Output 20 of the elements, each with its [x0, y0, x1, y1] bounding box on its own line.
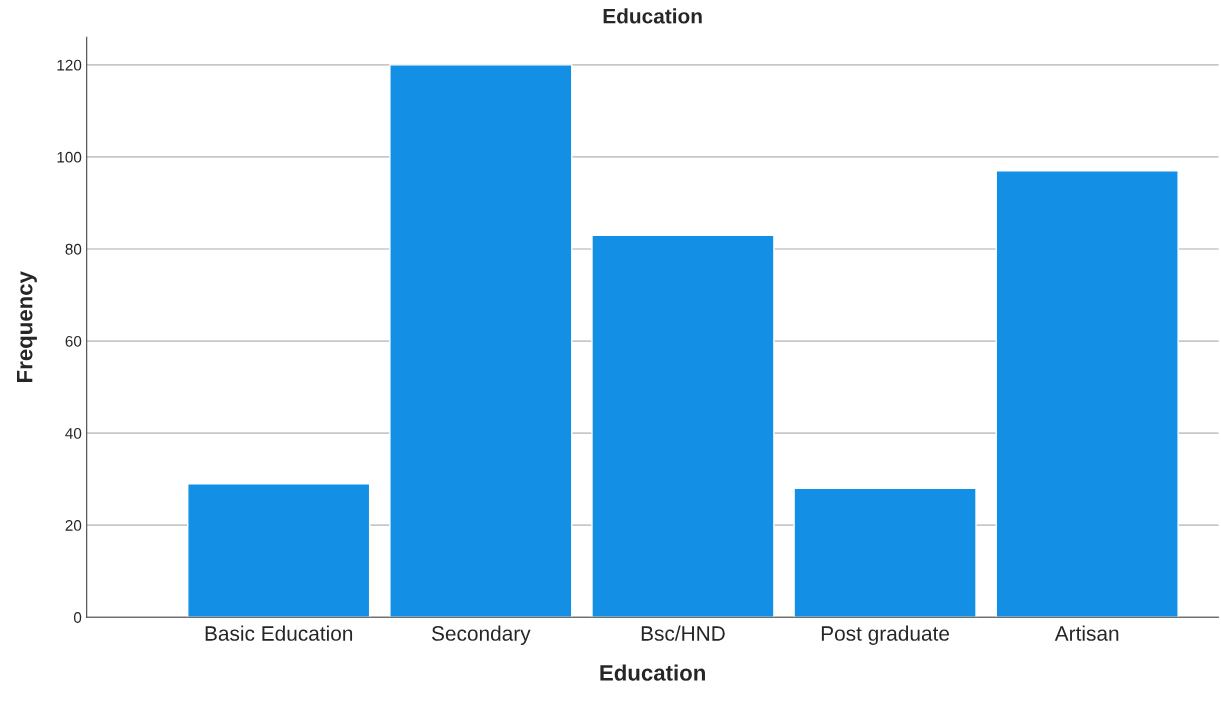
- y-tick-label: 0: [73, 612, 82, 623]
- y-tick-label: 40: [65, 427, 82, 439]
- y-tick-label: 20: [65, 520, 82, 531]
- x-tick-label: Basic Education: [205, 625, 353, 641]
- x-tick-label: Artisan: [1054, 625, 1119, 641]
- chart-title: Education: [603, 8, 702, 24]
- x-tick-label: Secondary: [431, 625, 531, 645]
- y-axis-title: Frequency: [17, 271, 37, 382]
- bar: [187, 483, 371, 618]
- bar: [793, 487, 977, 618]
- bar: [591, 234, 775, 618]
- y-tick-label: 60: [65, 335, 82, 347]
- x-axis-title: Education: [600, 664, 705, 681]
- y-tick-label: 80: [65, 243, 82, 255]
- bar: [389, 64, 573, 618]
- y-tick-label: 100: [57, 151, 82, 163]
- x-tick-label: Post graduate: [821, 625, 949, 645]
- x-tick-label: Bsc/HND: [641, 625, 725, 641]
- y-tick-label: 120: [57, 59, 82, 71]
- bar: [995, 170, 1179, 618]
